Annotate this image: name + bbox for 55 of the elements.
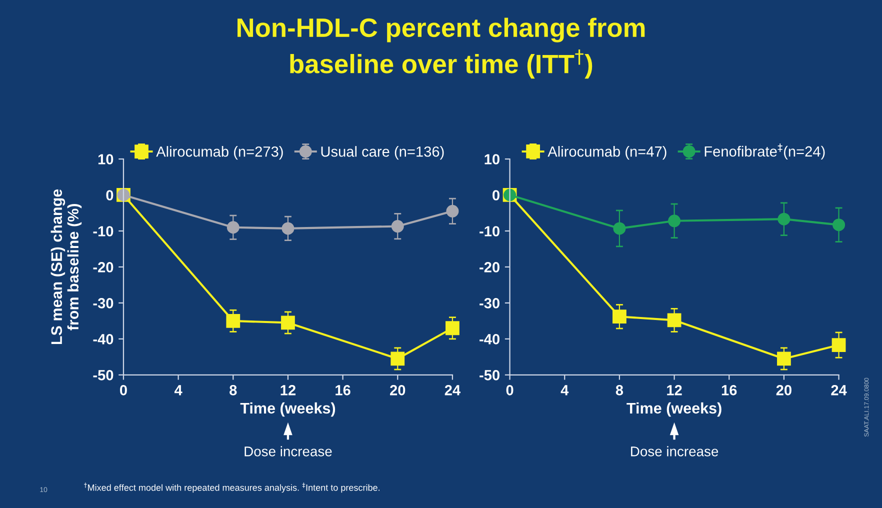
point <box>226 221 240 234</box>
x-tick-label: 16 <box>336 385 350 396</box>
text: $^{†}$Mixed effect model with repeated measures analysis. $^{‡}$Intent to prescribe. <box>84 482 380 493</box>
point <box>668 214 681 228</box>
x-axis-title: Time (weeks) <box>626 402 722 417</box>
y-tick-label: -20 <box>480 262 500 272</box>
y-tick-label: 0 <box>106 190 114 200</box>
y-axis-title: LS mean (SE) change from baseline (%) <box>50 189 82 344</box>
x-tick-label: 0 <box>506 385 514 396</box>
point <box>667 313 682 328</box>
point <box>281 316 295 330</box>
legend-label: Alirocumab (n=47) <box>548 146 666 160</box>
x-tick-label: 4 <box>174 385 182 396</box>
point <box>832 338 846 352</box>
x-tick-label: 24 <box>444 385 460 396</box>
chart-title: Non-HDL-C percent change from baseline over time (ITT$^{†}$) <box>238 18 645 79</box>
text: Dose increase <box>631 446 718 456</box>
point <box>777 352 791 366</box>
y-tick-label: -30 <box>93 298 114 308</box>
point <box>446 321 460 336</box>
y-tick-label: -10 <box>480 226 500 236</box>
y-tick-label: -50 <box>480 370 500 380</box>
point <box>612 310 626 324</box>
point <box>613 222 626 235</box>
x-tick-label: 20 <box>390 385 406 396</box>
y-tick-label: -40 <box>93 334 114 344</box>
legend-label: Usual care (n=136) <box>321 146 444 160</box>
x-tick-label: 8 <box>230 385 237 396</box>
y-tick-label: 10 <box>98 154 114 164</box>
legend-label: Alirocumab (n=273) <box>156 146 283 160</box>
point <box>226 314 240 328</box>
y-tick-label: -10 <box>93 226 114 236</box>
x-tick-label: 4 <box>560 385 569 396</box>
y-tick-label: -50 <box>93 370 114 380</box>
y-tick-label: 10 <box>484 154 500 164</box>
point <box>832 218 846 232</box>
x-tick-label: 8 <box>616 385 624 396</box>
point <box>778 212 790 226</box>
x-tick-label: 24 <box>831 385 847 396</box>
y-tick-label: -30 <box>480 298 500 308</box>
y-tick-label: -40 <box>480 334 500 344</box>
text: Dose increase <box>244 446 332 456</box>
x-tick-label: 0 <box>120 385 127 396</box>
point <box>282 222 294 235</box>
y-tick-label: -20 <box>93 262 114 272</box>
x-tick-label: 20 <box>776 385 792 396</box>
point <box>390 352 405 366</box>
x-tick-label: 12 <box>667 385 682 396</box>
legend-label: Fenofibrate$^{‡}$(n=24) <box>704 143 825 160</box>
y-tick-label: 0 <box>492 190 500 200</box>
x-tick-label: 16 <box>722 385 737 396</box>
x-tick-label: 12 <box>280 385 296 396</box>
point <box>391 220 404 233</box>
point <box>446 204 459 218</box>
x-axis-title: Time (weeks) <box>240 402 336 417</box>
